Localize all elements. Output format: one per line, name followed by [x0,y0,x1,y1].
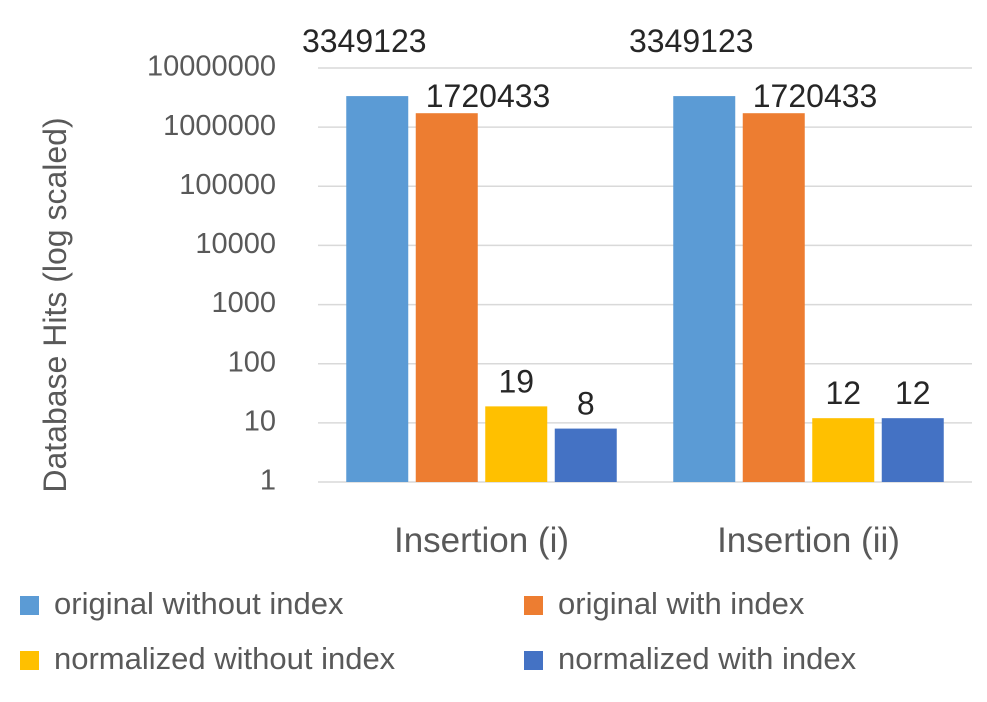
legend-label: original without index [54,586,344,621]
legend-swatch [20,651,39,670]
data-label: 12 [825,375,861,411]
y-tick-label: 100 [228,346,276,378]
x-category-label: Insertion (i) [394,521,569,560]
bar [415,113,478,482]
legend-swatch [524,596,543,615]
data-label: 12 [895,375,931,411]
data-label: 8 [577,386,595,422]
bars [346,96,944,483]
bar [812,418,875,482]
legend-label: normalized with index [558,641,857,676]
bar [554,428,617,482]
data-label: 1720433 [753,78,878,114]
data-label: 3349123 [629,23,754,59]
y-tick-label: 1000000 [163,110,276,142]
legend-swatch [524,651,543,670]
data-label: 19 [498,363,534,399]
legend-label: original with index [558,586,805,621]
legend-swatch [20,596,39,615]
y-tick-label: 100000 [179,169,276,201]
y-tick-label: 10000 [195,228,276,260]
y-tick-label: 10000000 [147,51,276,83]
y-tick-label: 10 [244,406,276,438]
bar [673,96,736,483]
bar [742,113,805,482]
data-label: 3349123 [302,23,427,59]
y-axis-title: Database Hits (log scaled) [37,117,73,492]
bar [485,406,548,482]
legend: original without index original with inde… [20,586,857,676]
y-tick-label: 1000 [211,287,276,319]
legend-label: normalized without index [54,641,396,676]
bar [881,418,944,482]
y-tick-label: 1 [260,465,276,497]
data-labels: 3349123 1720433 19 8 3349123 1720433 12 12 [302,23,931,421]
y-axis-ticks: 1 10 100 1000 10000 100000 1000000 10000000 [147,51,276,497]
data-label: 1720433 [426,78,551,114]
bar [346,96,409,483]
x-category-label: Insertion (ii) [717,521,900,560]
x-axis-categories: Insertion (i) Insertion (ii) [394,521,900,560]
